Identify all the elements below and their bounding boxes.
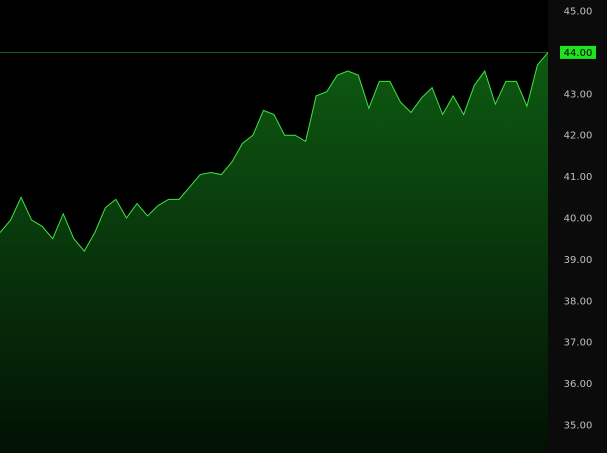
y-tick-label: 40.00 — [564, 214, 593, 225]
y-tick-label: 35.00 — [564, 421, 593, 432]
y-tick-label: 36.00 — [564, 379, 593, 390]
y-tick-label: 38.00 — [564, 296, 593, 307]
y-tick-label: 37.00 — [564, 338, 593, 349]
y-tick-label: 45.00 — [564, 7, 593, 18]
y-tick-label: 39.00 — [564, 255, 593, 266]
area-fill — [0, 52, 548, 453]
y-tick-label: 42.00 — [564, 131, 593, 142]
price-axis[interactable]: 45.00 43.00 42.00 41.00 40.00 39.00 38.00 37.00… — [560, 7, 596, 432]
last-price-badge — [560, 45, 596, 59]
y-tick-label: 43.00 — [564, 89, 593, 100]
price-line — [0, 52, 549, 252]
last-price-label: 44.00 — [564, 48, 593, 59]
y-tick-label: 41.00 — [564, 172, 593, 183]
price-axis-background — [548, 0, 607, 453]
